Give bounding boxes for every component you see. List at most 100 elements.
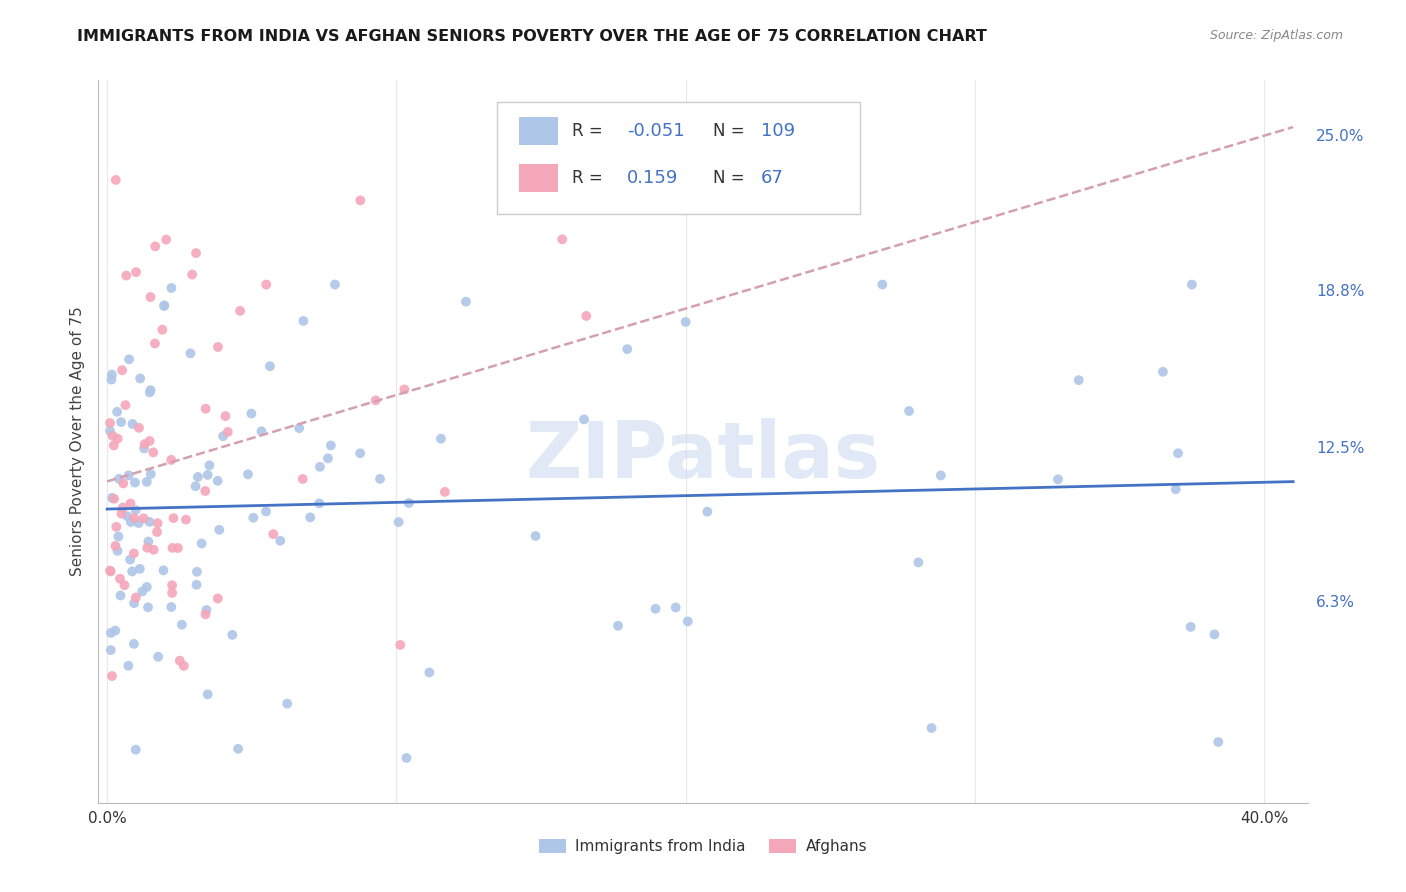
Afghans bbox=[125, 591, 148, 605]
Afghans bbox=[167, 541, 190, 555]
Immigrants from India bbox=[454, 294, 477, 309]
Afghans bbox=[128, 421, 150, 435]
Immigrants from India bbox=[929, 468, 952, 483]
Immigrants from India bbox=[430, 432, 453, 446]
Immigrants from India bbox=[319, 438, 342, 452]
Immigrants from India bbox=[921, 721, 943, 735]
Afghans bbox=[98, 416, 121, 430]
Immigrants from India bbox=[152, 563, 174, 577]
Immigrants from India bbox=[139, 383, 162, 397]
Immigrants from India bbox=[121, 417, 143, 431]
Immigrants from India bbox=[108, 472, 131, 486]
Immigrants from India bbox=[696, 505, 718, 519]
Afghans bbox=[111, 363, 134, 377]
Immigrants from India bbox=[138, 515, 160, 529]
Immigrants from India bbox=[398, 496, 420, 510]
Afghans bbox=[104, 539, 127, 553]
FancyBboxPatch shape bbox=[519, 117, 558, 145]
Afghans bbox=[111, 500, 134, 515]
Afghans bbox=[108, 572, 131, 586]
Immigrants from India bbox=[104, 624, 127, 638]
Immigrants from India bbox=[616, 342, 638, 356]
Afghans bbox=[115, 268, 138, 283]
Immigrants from India bbox=[572, 412, 595, 426]
Afghans bbox=[142, 445, 165, 459]
Afghans bbox=[160, 578, 183, 592]
Immigrants from India bbox=[349, 446, 371, 460]
Afghans bbox=[217, 425, 239, 439]
Afghans bbox=[100, 565, 122, 579]
Afghans bbox=[433, 484, 456, 499]
Immigrants from India bbox=[107, 529, 129, 543]
Afghans bbox=[389, 638, 412, 652]
Immigrants from India bbox=[117, 658, 139, 673]
Afghans bbox=[349, 194, 371, 208]
Immigrants from India bbox=[1204, 627, 1226, 641]
Afghans bbox=[551, 232, 574, 246]
Afghans bbox=[142, 542, 165, 557]
Afghans bbox=[184, 246, 207, 260]
Immigrants from India bbox=[208, 523, 231, 537]
Immigrants from India bbox=[125, 742, 148, 756]
Immigrants from India bbox=[190, 536, 212, 550]
Afghans bbox=[110, 507, 132, 521]
Afghans bbox=[114, 578, 136, 592]
Immigrants from India bbox=[122, 637, 145, 651]
Immigrants from India bbox=[1167, 446, 1189, 460]
Afghans bbox=[364, 393, 387, 408]
Text: R =: R = bbox=[572, 122, 609, 140]
Immigrants from India bbox=[1152, 365, 1174, 379]
Afghans bbox=[138, 434, 160, 448]
Immigrants from India bbox=[160, 281, 183, 295]
Immigrants from India bbox=[186, 565, 208, 579]
Immigrants from India bbox=[124, 475, 146, 490]
Immigrants from India bbox=[1180, 620, 1202, 634]
Immigrants from India bbox=[388, 515, 411, 529]
Immigrants from India bbox=[323, 277, 346, 292]
Immigrants from India bbox=[153, 298, 176, 312]
Afghans bbox=[136, 541, 159, 555]
Immigrants from India bbox=[1164, 482, 1187, 496]
Afghans bbox=[181, 268, 204, 282]
Immigrants from India bbox=[184, 479, 207, 493]
Immigrants from India bbox=[395, 751, 418, 765]
Afghans bbox=[122, 546, 145, 560]
Immigrants from India bbox=[207, 474, 229, 488]
Immigrants from India bbox=[198, 458, 221, 473]
Immigrants from India bbox=[107, 544, 129, 558]
Afghans bbox=[122, 511, 145, 525]
Immigrants from India bbox=[122, 596, 145, 610]
Immigrants from India bbox=[118, 352, 141, 367]
Afghans bbox=[132, 511, 155, 525]
Immigrants from India bbox=[197, 687, 219, 701]
Immigrants from India bbox=[100, 626, 122, 640]
Immigrants from India bbox=[129, 371, 152, 385]
Immigrants from India bbox=[101, 491, 124, 505]
Y-axis label: Seniors Poverty Over the Age of 75: Seniors Poverty Over the Age of 75 bbox=[69, 307, 84, 576]
Immigrants from India bbox=[1046, 472, 1069, 486]
Afghans bbox=[139, 290, 162, 304]
Immigrants from India bbox=[1206, 735, 1229, 749]
Immigrants from India bbox=[236, 467, 259, 482]
Immigrants from India bbox=[195, 603, 218, 617]
Afghans bbox=[162, 511, 184, 525]
Immigrants from India bbox=[276, 697, 298, 711]
Immigrants from India bbox=[368, 472, 391, 486]
Afghans bbox=[160, 453, 183, 467]
Immigrants from India bbox=[170, 617, 193, 632]
Immigrants from India bbox=[269, 533, 291, 548]
Immigrants from India bbox=[135, 475, 157, 489]
Text: N =: N = bbox=[713, 122, 749, 140]
Immigrants from India bbox=[644, 601, 666, 615]
Text: 109: 109 bbox=[761, 122, 796, 140]
FancyBboxPatch shape bbox=[519, 164, 558, 192]
Afghans bbox=[214, 409, 236, 423]
Afghans bbox=[162, 541, 184, 555]
Immigrants from India bbox=[242, 510, 264, 524]
FancyBboxPatch shape bbox=[498, 102, 860, 214]
Afghans bbox=[107, 432, 129, 446]
Immigrants from India bbox=[418, 665, 440, 680]
Afghans bbox=[143, 239, 166, 253]
Immigrants from India bbox=[131, 584, 153, 599]
Afghans bbox=[207, 591, 229, 606]
